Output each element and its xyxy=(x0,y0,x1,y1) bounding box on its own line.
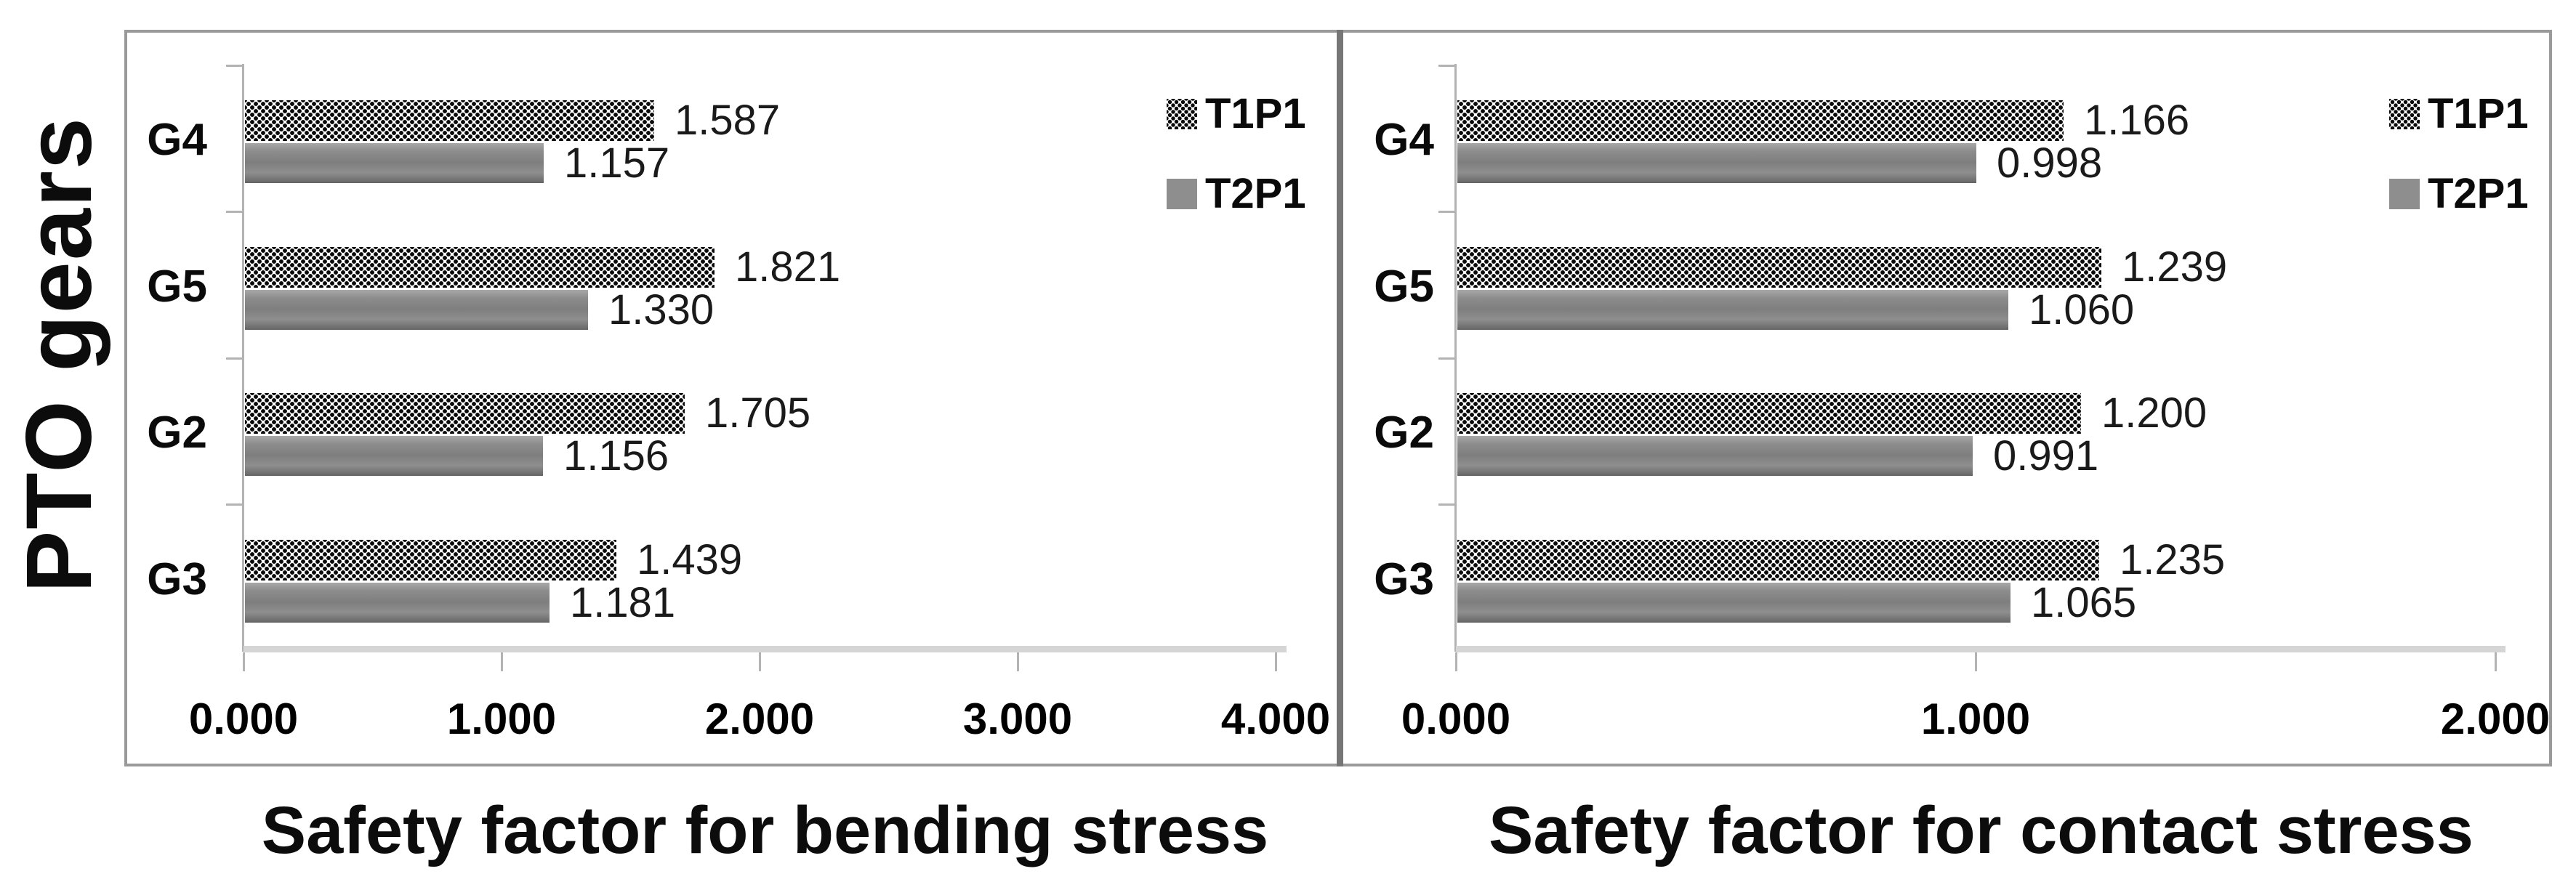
value-label: 0.991 xyxy=(1993,432,2099,480)
value-label: 1.821 xyxy=(735,243,841,291)
category-label-g3: G3 xyxy=(1374,554,1434,604)
bar-t2p1-g2 xyxy=(1457,436,1973,476)
category-label-g5: G5 xyxy=(1374,262,1434,312)
legend-label-t2p1: T2P1 xyxy=(1205,170,1306,217)
bar-t1p1-g5 xyxy=(245,247,715,288)
bar-t1p1-g2 xyxy=(1457,393,2081,434)
category-axis-tick xyxy=(226,211,243,213)
bar-t2p1-g3 xyxy=(1457,583,2011,623)
category-axis-tick xyxy=(1438,211,1456,213)
bar-t1p1-g4 xyxy=(1457,100,2064,141)
bar-t2p1-g2 xyxy=(245,436,543,476)
x-axis-tick xyxy=(1975,652,1977,671)
x-tick-label: 1.000 xyxy=(1920,695,2031,743)
category-label-g4: G4 xyxy=(147,115,207,165)
category-label-g2: G2 xyxy=(147,408,207,458)
bar-t2p1-g4 xyxy=(245,143,544,183)
legend-label-t1p1: T1P1 xyxy=(2428,90,2529,137)
category-label-g3: G3 xyxy=(147,554,207,604)
value-label: 1.235 xyxy=(2120,536,2226,583)
value-label: 1.330 xyxy=(608,286,715,333)
bar-t2p1-g3 xyxy=(245,583,550,623)
panel-divider xyxy=(1337,30,1343,766)
value-label: 0.998 xyxy=(1997,139,2103,187)
value-label: 1.439 xyxy=(637,536,743,583)
x-tick-label: 4.000 xyxy=(1220,695,1331,743)
x-tick-label: 0.000 xyxy=(1401,695,1511,743)
bar-t1p1-g3 xyxy=(1457,540,2099,580)
bar-t1p1-g5 xyxy=(1457,247,2101,288)
x-axis-tick xyxy=(1275,652,1277,671)
legend-label-t2p1: T2P1 xyxy=(2428,170,2529,217)
value-label: 1.239 xyxy=(2122,243,2228,291)
category-label-g4: G4 xyxy=(1374,115,1434,165)
value-label: 1.200 xyxy=(2101,389,2207,437)
category-axis-tick xyxy=(226,65,243,67)
legend-swatch-t2p1 xyxy=(1167,179,1197,209)
category-axis-tick xyxy=(1438,65,1456,67)
x-axis-tick xyxy=(1455,652,1457,671)
value-label: 1.156 xyxy=(563,432,669,480)
category-label-g2: G2 xyxy=(1374,408,1434,458)
value-label: 1.587 xyxy=(675,97,781,144)
bar-t2p1-g5 xyxy=(1457,290,2008,330)
value-axis-line xyxy=(243,646,1287,652)
x-axis-tick xyxy=(1017,652,1019,671)
value-axis-line xyxy=(1456,646,2505,652)
value-label: 1.157 xyxy=(564,139,670,187)
bar-t1p1-g2 xyxy=(245,393,685,434)
value-label: 1.060 xyxy=(2029,286,2135,333)
category-axis-tick xyxy=(1438,503,1456,506)
bar-t2p1-g4 xyxy=(1457,143,1976,183)
x-axis-title-contact: Safety factor for contact stress xyxy=(1489,793,2474,867)
legend-label-t1p1: T1P1 xyxy=(1205,90,1306,137)
x-tick-label: 3.000 xyxy=(962,695,1073,743)
legend-swatch-t2p1 xyxy=(2389,179,2420,209)
legend-swatch-t1p1 xyxy=(2389,99,2420,129)
x-axis-tick xyxy=(759,652,761,671)
category-axis-tick xyxy=(226,357,243,360)
x-axis-tick xyxy=(2495,652,2497,671)
x-tick-label: 1.000 xyxy=(446,695,557,743)
x-axis-tick xyxy=(243,652,245,671)
category-axis-tick xyxy=(1438,357,1456,360)
category-label-g5: G5 xyxy=(147,262,207,312)
x-axis-tick xyxy=(501,652,503,671)
x-tick-label: 2.000 xyxy=(704,695,815,743)
bar-t1p1-g4 xyxy=(245,100,654,141)
category-axis-tick xyxy=(226,503,243,506)
x-tick-label: 2.000 xyxy=(2440,695,2551,743)
value-label: 1.166 xyxy=(2084,97,2190,144)
x-tick-label: 0.000 xyxy=(188,695,299,743)
value-label: 1.705 xyxy=(705,389,811,437)
legend-swatch-t1p1 xyxy=(1167,99,1197,129)
value-label: 1.181 xyxy=(570,578,676,626)
x-axis-title-bending: Safety factor for bending stress xyxy=(261,793,1269,867)
bar-t2p1-g5 xyxy=(245,290,588,330)
bar-t1p1-g3 xyxy=(245,540,616,580)
value-label: 1.065 xyxy=(2031,578,2137,626)
